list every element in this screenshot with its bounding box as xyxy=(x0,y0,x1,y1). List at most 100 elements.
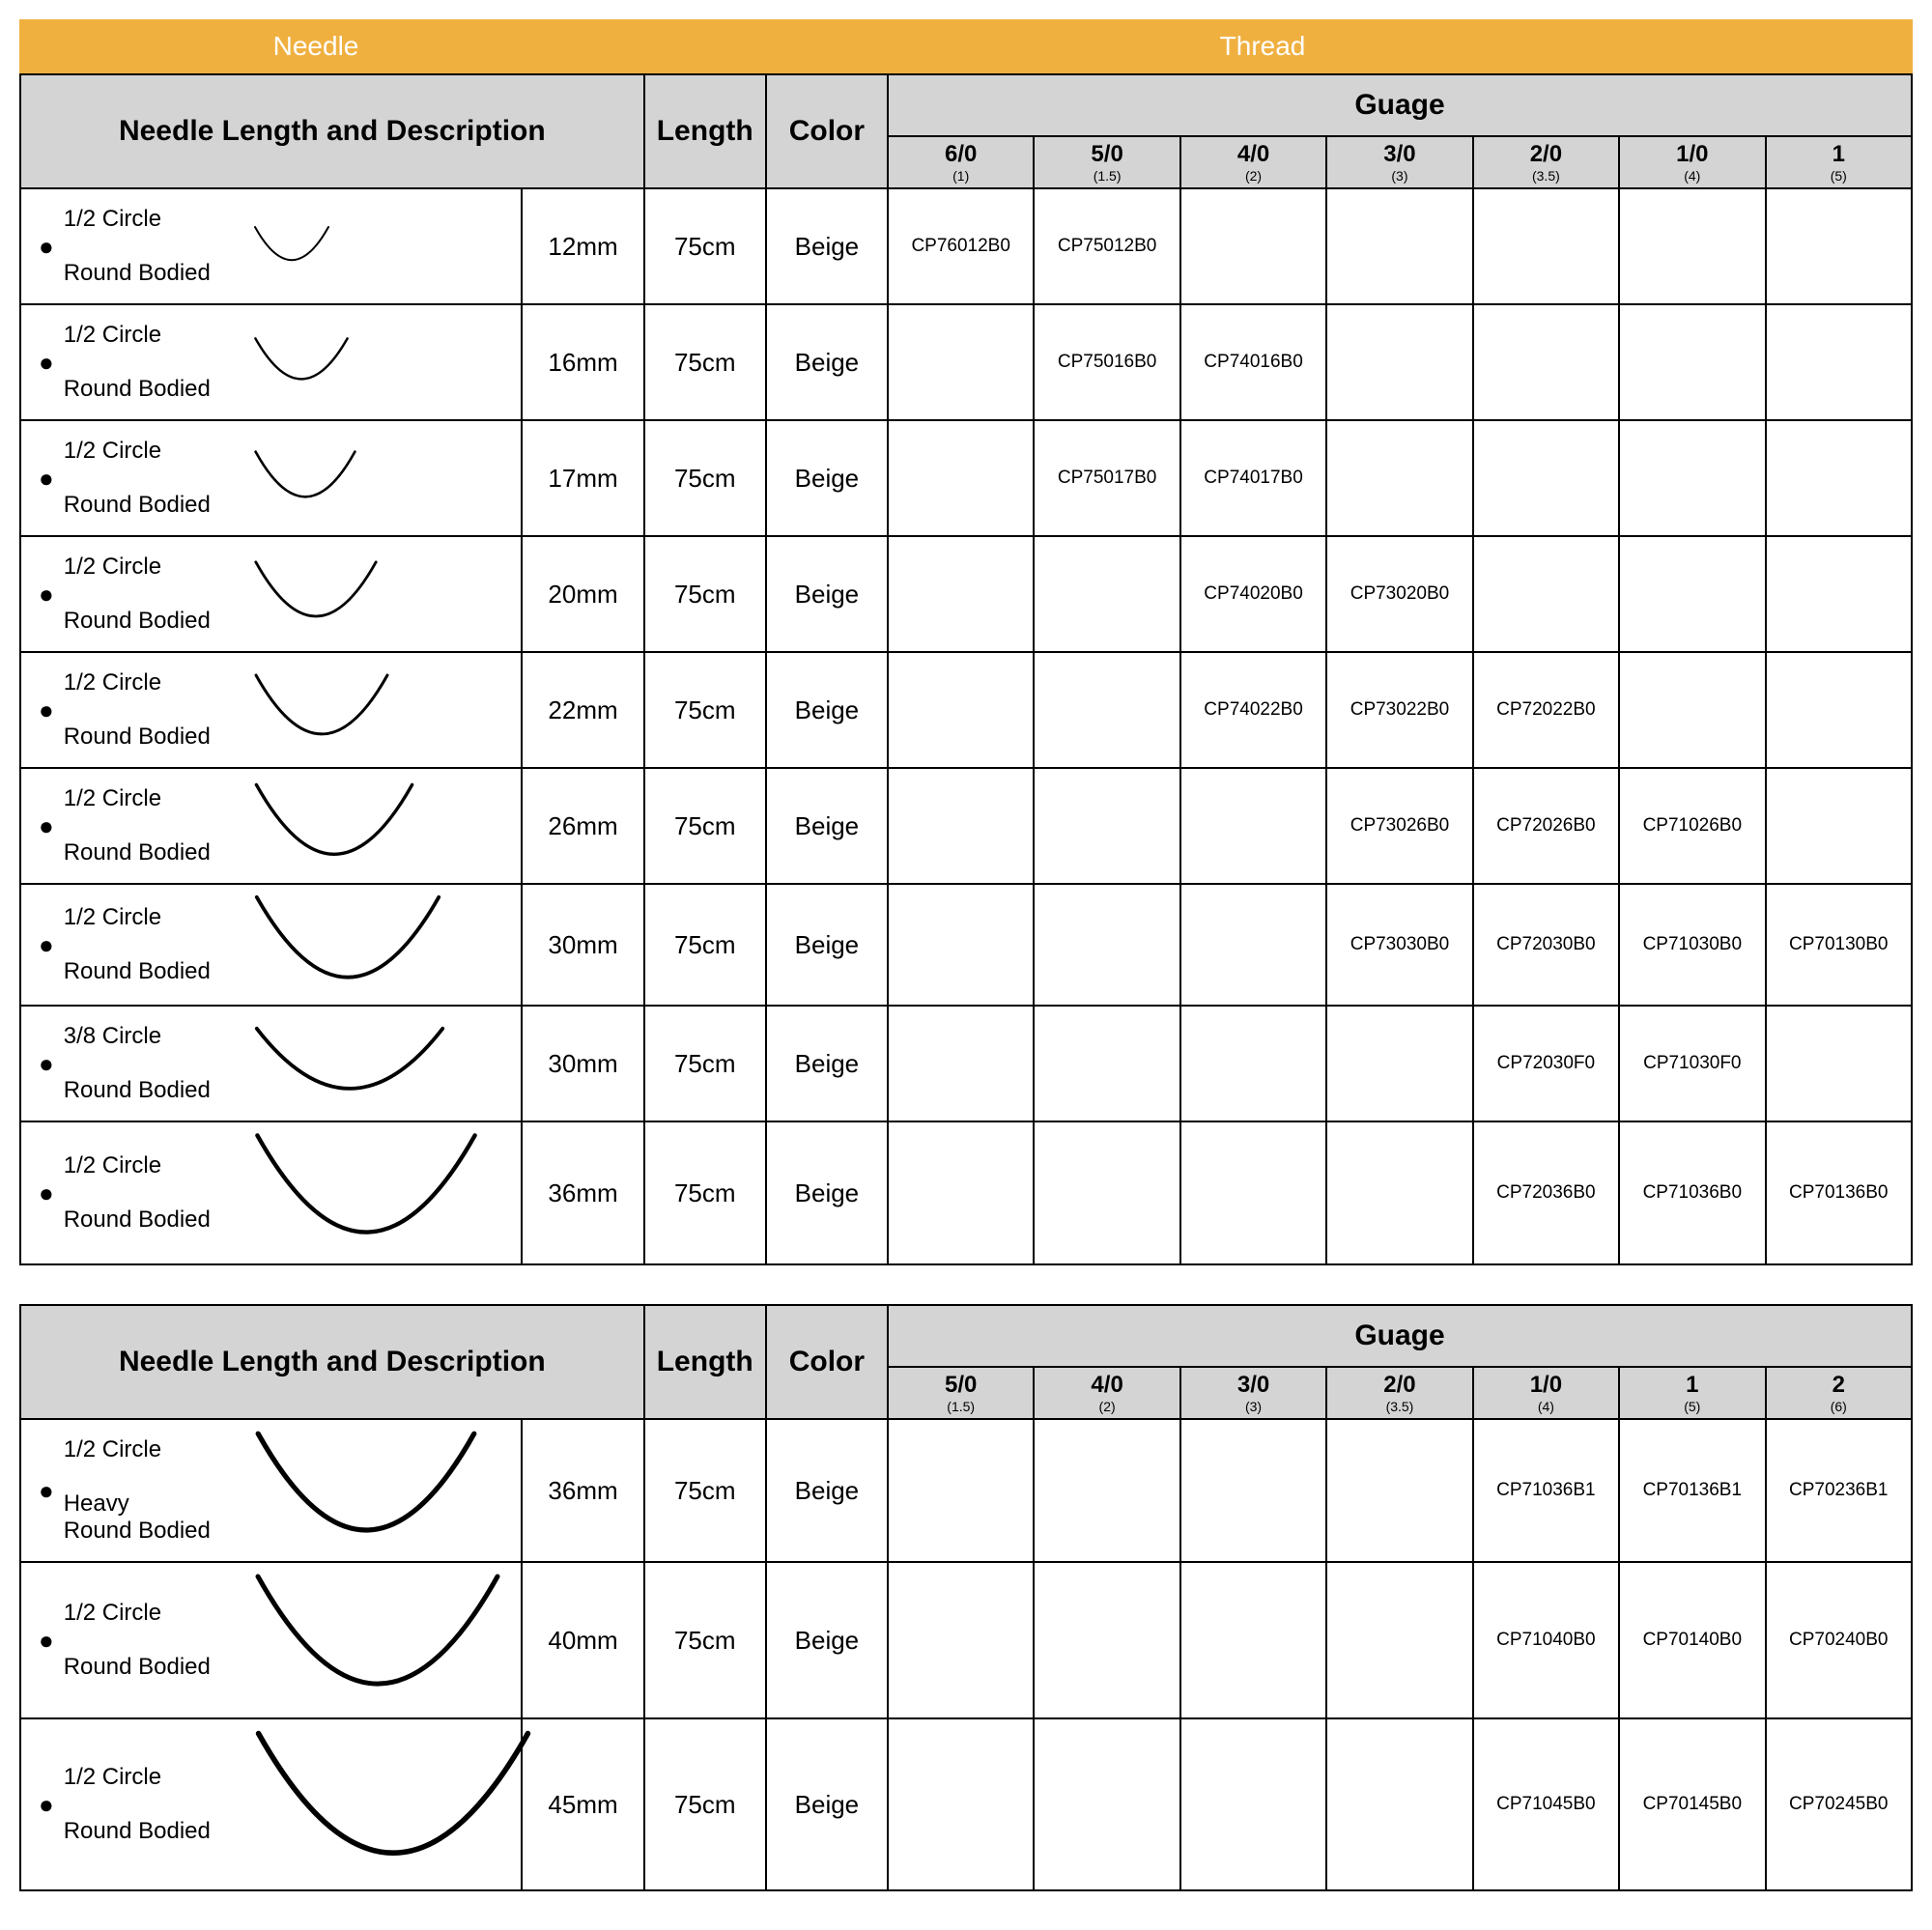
product-code xyxy=(1766,1006,1912,1121)
product-code: CP72026B0 xyxy=(1473,768,1619,884)
product-code xyxy=(888,1121,1034,1264)
hdr-gauge: Guage xyxy=(888,1305,1912,1367)
needle-description: ●1/2 CircleRound Bodied xyxy=(20,652,522,768)
product-code xyxy=(1473,420,1619,536)
hdr-length: Length xyxy=(644,74,766,188)
needle-size: 17mm xyxy=(522,420,643,536)
product-code: CP70240B0 xyxy=(1766,1562,1912,1718)
thread-length: 75cm xyxy=(644,652,766,768)
needle-size: 20mm xyxy=(522,536,643,652)
product-code: CP73020B0 xyxy=(1326,536,1472,652)
product-code xyxy=(1180,1562,1326,1718)
product-code: CP71026B0 xyxy=(1619,768,1765,884)
needle-circle: 1/2 Circle xyxy=(64,669,161,695)
product-code xyxy=(1034,768,1179,884)
thread-color: Beige xyxy=(766,768,888,884)
needle-description: ●1/2 CircleRound Bodied xyxy=(20,1718,522,1890)
thread-color: Beige xyxy=(766,884,888,1006)
product-code xyxy=(1180,884,1326,1006)
product-code: CP76012B0 xyxy=(888,188,1034,304)
product-code xyxy=(1326,1006,1472,1121)
needle-circle: 1/2 Circle xyxy=(64,904,161,930)
product-code: CP70136B0 xyxy=(1766,1121,1912,1264)
thread-length: 75cm xyxy=(644,1121,766,1264)
bullet-icon: ● xyxy=(39,1178,54,1207)
needle-description: ●3/8 CircleRound Bodied xyxy=(20,1006,522,1121)
needle-description: ●1/2 CircleRound Bodied xyxy=(20,1562,522,1718)
product-code xyxy=(1180,1419,1326,1562)
banner: Needle Thread xyxy=(19,19,1913,73)
table-row: ●1/2 CircleRound Bodied 26mm75cmBeigeCP7… xyxy=(20,768,1912,884)
product-code xyxy=(888,536,1034,652)
bullet-icon: ● xyxy=(39,348,54,377)
product-code: CP72030F0 xyxy=(1473,1006,1619,1121)
product-code xyxy=(1766,420,1912,536)
product-code xyxy=(1034,1419,1179,1562)
thread-length: 75cm xyxy=(644,1419,766,1562)
product-code: CP74016B0 xyxy=(1180,304,1326,420)
product-code: CP70245B0 xyxy=(1766,1718,1912,1890)
needle-circle: 1/2 Circle xyxy=(64,1152,161,1178)
thread-length: 75cm xyxy=(644,536,766,652)
needle-arc-icon xyxy=(253,1572,502,1709)
thread-color: Beige xyxy=(766,1718,888,1890)
needle-size: 22mm xyxy=(522,652,643,768)
thread-length: 75cm xyxy=(644,768,766,884)
hdr-gauge-col: 1/0(4) xyxy=(1473,1367,1619,1419)
product-code xyxy=(1473,536,1619,652)
product-code xyxy=(888,1718,1034,1890)
bullet-icon: ● xyxy=(39,464,54,493)
needle-description: ●1/2 CircleHeavyRound Bodied xyxy=(20,1419,522,1562)
product-code xyxy=(1326,1419,1472,1562)
needle-circle: 1/2 Circle xyxy=(64,1600,161,1626)
needle-body: Round Bodied xyxy=(64,492,211,518)
needle-arc-icon xyxy=(253,336,350,388)
bullet-icon: ● xyxy=(39,930,54,959)
hdr-gauge-col: 1(5) xyxy=(1619,1367,1765,1419)
bullet-icon: ● xyxy=(39,580,54,609)
product-code xyxy=(1619,536,1765,652)
table-row: ●1/2 CircleRound Bodied 17mm75cmBeigeCP7… xyxy=(20,420,1912,536)
bullet-icon: ● xyxy=(39,1476,54,1505)
product-code xyxy=(888,1006,1034,1121)
product-code: CP71036B0 xyxy=(1619,1121,1765,1264)
hdr-gauge-col: 4/0(2) xyxy=(1180,136,1326,188)
hdr-needle-desc: Needle Length and Description xyxy=(20,74,644,188)
needle-body: Round Bodied xyxy=(64,1206,211,1233)
needle-body: Round Bodied xyxy=(64,608,211,634)
table-row: ●1/2 CircleRound Bodied 30mm75cmBeigeCP7… xyxy=(20,884,1912,1006)
needle-description: ●1/2 CircleRound Bodied xyxy=(20,188,522,304)
needle-body: Round Bodied xyxy=(64,1818,211,1844)
needle-size: 12mm xyxy=(522,188,643,304)
product-code xyxy=(888,304,1034,420)
needle-size: 45mm xyxy=(522,1718,643,1890)
hdr-gauge-col: 3/0(3) xyxy=(1180,1367,1326,1419)
thread-length: 75cm xyxy=(644,1562,766,1718)
table-row: ●1/2 CircleRound Bodied 45mm75cmBeigeCP7… xyxy=(20,1718,1912,1890)
needle-circle: 1/2 Circle xyxy=(64,322,161,348)
needle-body: Round Bodied xyxy=(64,260,211,286)
product-code: CP71030F0 xyxy=(1619,1006,1765,1121)
hdr-color: Color xyxy=(766,1305,888,1419)
product-code: CP73022B0 xyxy=(1326,652,1472,768)
product-code xyxy=(1619,304,1765,420)
needle-circle: 3/8 Circle xyxy=(64,1023,161,1049)
thread-color: Beige xyxy=(766,1121,888,1264)
product-code: CP74017B0 xyxy=(1180,420,1326,536)
needle-arc-icon xyxy=(253,672,390,748)
hdr-gauge-col: 5/0(1.5) xyxy=(888,1367,1034,1419)
product-code: CP70130B0 xyxy=(1766,884,1912,1006)
product-code xyxy=(888,768,1034,884)
product-code xyxy=(1766,768,1912,884)
needle-description: ●1/2 CircleRound Bodied xyxy=(20,884,522,1006)
needle-description: ●1/2 CircleRound Bodied xyxy=(20,536,522,652)
needle-arc-icon xyxy=(253,225,330,268)
product-code xyxy=(1326,1121,1472,1264)
product-code xyxy=(1034,1718,1179,1890)
needle-size: 16mm xyxy=(522,304,643,420)
banner-thread: Thread xyxy=(612,19,1913,73)
hdr-color: Color xyxy=(766,74,888,188)
bullet-icon: ● xyxy=(39,811,54,840)
table-row: ●1/2 CircleHeavyRound Bodied 36mm75cmBei… xyxy=(20,1419,1912,1562)
hdr-gauge-col: 2/0(3.5) xyxy=(1473,136,1619,188)
